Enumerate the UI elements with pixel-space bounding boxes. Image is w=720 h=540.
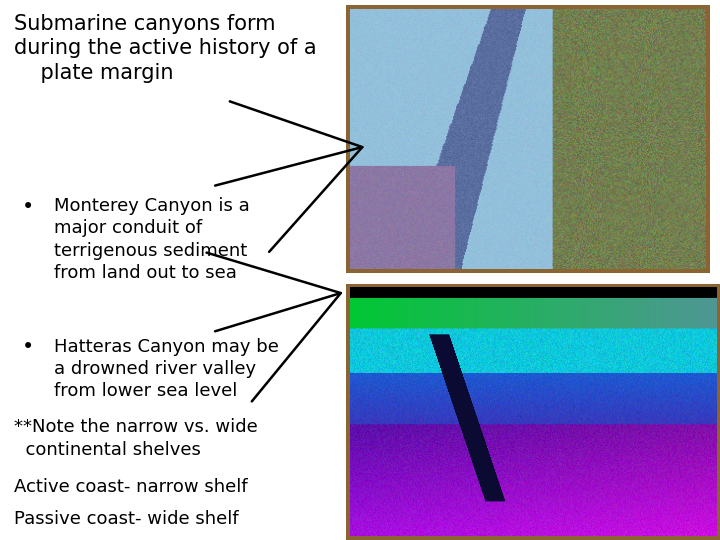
Text: Submarine canyons form
during the active history of a
    plate margin: Submarine canyons form during the active…: [14, 14, 317, 83]
Text: Monterey Canyon is a
major conduit of
terrigenous sediment
from land out to sea: Monterey Canyon is a major conduit of te…: [54, 197, 250, 282]
Text: •: •: [22, 338, 34, 357]
Text: •: •: [22, 197, 34, 217]
Text: Active coast- narrow shelf: Active coast- narrow shelf: [14, 478, 248, 496]
Text: **Note the narrow vs. wide
  continental shelves: **Note the narrow vs. wide continental s…: [14, 418, 258, 458]
Text: Hatteras Canyon may be
a drowned river valley
from lower sea level: Hatteras Canyon may be a drowned river v…: [54, 338, 279, 400]
Text: Passive coast- wide shelf: Passive coast- wide shelf: [14, 510, 239, 528]
